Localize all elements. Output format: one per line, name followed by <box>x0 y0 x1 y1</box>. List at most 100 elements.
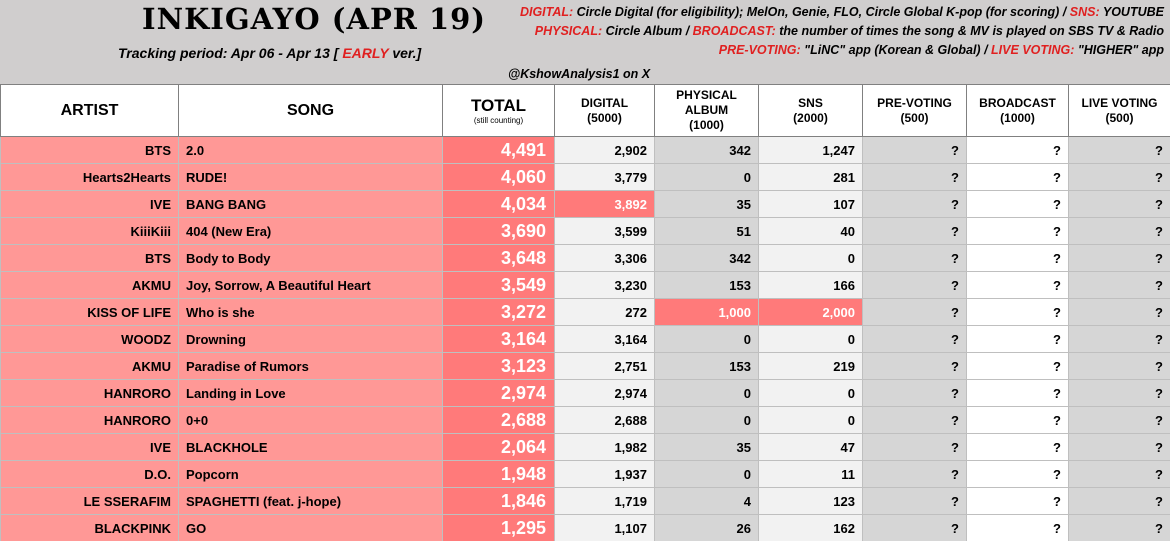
col-livevoting-max: (500) <box>1105 110 1134 125</box>
col-sns-label: SNS <box>798 95 823 110</box>
cell-sns: 0 <box>758 379 863 407</box>
cell-sns: 162 <box>758 514 863 541</box>
credit-handle: @KshowAnalysis1 on X <box>508 67 651 81</box>
tracking-suffix: ver.] <box>392 45 422 61</box>
cell-broadcast: ? <box>966 217 1069 245</box>
cell-livevoting: ? <box>1068 460 1170 488</box>
table-row: AKMU Joy, Sorrow, A Beautiful Heart 3,549 3… <box>0 271 1170 299</box>
cell-prevoting: ? <box>862 514 967 541</box>
cell-artist: KiiiKiii <box>0 217 179 245</box>
cell-song: Joy, Sorrow, A Beautiful Heart <box>178 271 443 299</box>
info-key: PRE-VOTING: <box>718 43 805 57</box>
cell-artist: BTS <box>0 244 179 272</box>
cell-livevoting: ? <box>1068 190 1170 218</box>
cell-livevoting: ? <box>1068 217 1170 245</box>
cell-livevoting: ? <box>1068 244 1170 272</box>
col-livevoting: LIVE VOTING (500) <box>1068 84 1170 137</box>
cell-digital: 3,306 <box>554 244 655 272</box>
cell-livevoting: ? <box>1068 379 1170 407</box>
cell-prevoting: ? <box>862 217 967 245</box>
cell-total: 3,164 <box>442 325 555 353</box>
info-key: BROADCAST: <box>692 24 780 38</box>
cell-sns: 11 <box>758 460 863 488</box>
cell-physical: 26 <box>654 514 759 541</box>
col-prevoting: PRE-VOTING (500) <box>862 84 967 137</box>
cell-livevoting: ? <box>1068 136 1170 164</box>
cell-physical: 1,000 <box>654 298 759 326</box>
cell-livevoting: ? <box>1068 487 1170 515</box>
col-artist: ARTIST <box>0 84 179 137</box>
cell-total: 3,690 <box>442 217 555 245</box>
cell-total: 2,688 <box>442 406 555 434</box>
cell-digital: 272 <box>554 298 655 326</box>
cell-broadcast: ? <box>966 136 1069 164</box>
cell-sns: 281 <box>758 163 863 191</box>
cell-broadcast: ? <box>966 406 1069 434</box>
col-digital-label: DIGITAL <box>580 95 629 110</box>
cell-total: 3,272 <box>442 298 555 326</box>
cell-song: SPAGHETTI (feat. j-hope) <box>178 487 443 515</box>
info-key: PHYSICAL: <box>534 24 606 38</box>
cell-physical: 342 <box>654 136 759 164</box>
info-text: "LiNC" app (Korean & Global) / <box>804 43 992 57</box>
cell-broadcast: ? <box>966 325 1069 353</box>
cell-song: Landing in Love <box>178 379 443 407</box>
cell-total: 3,549 <box>442 271 555 299</box>
cell-sns: 47 <box>758 433 863 461</box>
col-digital: DIGITAL (5000) <box>554 84 655 137</box>
info-key: SNS: <box>1069 5 1103 19</box>
tracking-prefix: Tracking period: Apr 06 - Apr 13 [ <box>118 45 339 61</box>
cell-digital: 3,230 <box>554 271 655 299</box>
info-text: the number of times the song & MV is pla… <box>779 24 1164 38</box>
cell-digital: 1,982 <box>554 433 655 461</box>
info-key: DIGITAL: <box>519 5 577 19</box>
cell-physical: 153 <box>654 271 759 299</box>
cell-sns: 0 <box>758 325 863 353</box>
col-physical-max: (1000) <box>689 118 724 132</box>
cell-total: 1,846 <box>442 487 555 515</box>
ranking-table: ARTIST SONG TOTAL (still counting) DIGITA… <box>0 84 1170 541</box>
cell-sns: 0 <box>758 244 863 272</box>
table-row: WOODZ Drowning 3,164 3,164 0 0??? <box>0 325 1170 353</box>
cell-livevoting: ? <box>1068 298 1170 326</box>
cell-sns: 166 <box>758 271 863 299</box>
cell-artist: IVE <box>0 433 179 461</box>
cell-total: 4,060 <box>442 163 555 191</box>
cell-sns: 40 <box>758 217 863 245</box>
cell-artist: KISS OF LIFE <box>0 298 179 326</box>
cell-total: 2,064 <box>442 433 555 461</box>
cell-prevoting: ? <box>862 433 967 461</box>
info-text: Circle Album / <box>605 24 693 38</box>
cell-song: BLACKHOLE <box>178 433 443 461</box>
col-song: SONG <box>178 84 443 137</box>
cell-broadcast: ? <box>966 298 1069 326</box>
cell-physical: 342 <box>654 244 759 272</box>
cell-digital: 3,599 <box>554 217 655 245</box>
col-total-label: TOTAL <box>470 95 527 115</box>
col-total: TOTAL (still counting) <box>442 84 555 137</box>
cell-song: 2.0 <box>178 136 443 164</box>
cell-physical: 51 <box>654 217 759 245</box>
col-broadcast-max: (1000) <box>1000 110 1035 125</box>
info-text: Circle Digital (for eligibility); MelOn,… <box>576 5 1070 19</box>
info-text: YOUTUBE <box>1102 5 1164 19</box>
table-row: BLACKPINK GO 1,295 1,107 26 162??? <box>0 514 1170 541</box>
col-physical: PHYSICAL ALBUM (1000) <box>654 84 759 137</box>
cell-artist: Hearts2Hearts <box>0 163 179 191</box>
info-key: LIVE VOTING: <box>991 43 1078 57</box>
cell-digital: 1,719 <box>554 487 655 515</box>
cell-song: 0+0 <box>178 406 443 434</box>
col-sns-max: (2000) <box>793 110 828 125</box>
cell-broadcast: ? <box>966 433 1069 461</box>
cell-sns: 2,000 <box>758 298 863 326</box>
table-row: IVE BLACKHOLE 2,064 1,982 35 47??? <box>0 433 1170 461</box>
cell-total: 2,974 <box>442 379 555 407</box>
table-row: BTS Body to Body 3,648 3,306 342 0??? <box>0 244 1170 272</box>
cell-song: 404 (New Era) <box>178 217 443 245</box>
col-physical-label: PHYSICAL <box>676 88 737 102</box>
chart-header: INKIGAYO (APR 19) Tracking period: Apr 0… <box>0 0 1170 84</box>
cell-song: Who is she <box>178 298 443 326</box>
cell-digital: 2,902 <box>554 136 655 164</box>
table-row: HANRORO Landing in Love 2,974 2,974 0 0??? <box>0 379 1170 407</box>
cell-sns: 1,247 <box>758 136 863 164</box>
